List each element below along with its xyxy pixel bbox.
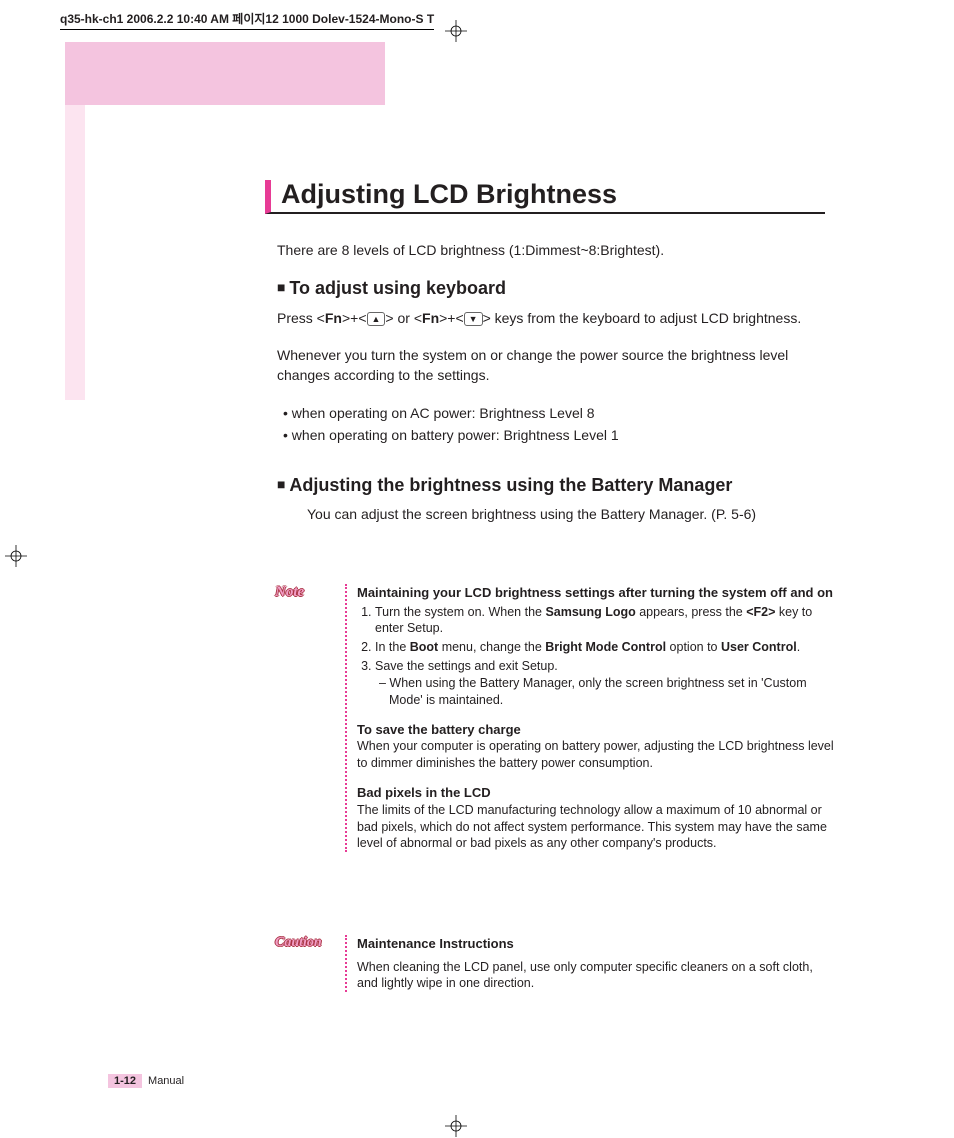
text: >+<	[439, 310, 464, 326]
note-block2-text: When your computer is operating on batte…	[357, 738, 835, 772]
text: > or <	[385, 310, 422, 326]
note-step2: In the Boot menu, change the Bright Mode…	[375, 639, 835, 656]
section1-heading: To adjust using keyboard	[277, 278, 825, 299]
up-key-icon: ▲	[367, 312, 386, 326]
intro-text: There are 8 levels of LCD brightness (1:…	[277, 242, 825, 258]
fn-key: Fn	[325, 310, 342, 326]
text: Press <	[277, 310, 325, 326]
registration-mark-top	[445, 20, 467, 42]
print-header: q35-hk-ch1 2006.2.2 10:40 AM 페이지12 1000 …	[60, 10, 434, 30]
note-block1-title: Maintaining your LCD brightness settings…	[357, 584, 835, 602]
note-label: Note	[275, 584, 335, 601]
footer-label: Manual	[148, 1075, 184, 1087]
down-key-icon: ▼	[464, 312, 483, 326]
section2-heading: Adjusting the brightness using the Batte…	[277, 475, 825, 496]
section2-para: You can adjust the screen brightness usi…	[307, 506, 825, 522]
note-step3: Save the settings and exit Setup. – When…	[375, 658, 835, 709]
section1-bullets: when operating on AC power: Brightness L…	[283, 403, 825, 446]
note-block3-title: Bad pixels in the LCD	[357, 784, 835, 802]
section1-para1: Press <Fn>+<▲> or <Fn>+<▼> keys from the…	[277, 309, 825, 329]
note-step1: Turn the system on. When the Samsung Log…	[375, 604, 835, 638]
caution-text: When cleaning the LCD panel, use only co…	[357, 959, 835, 993]
registration-mark-bottom	[445, 1115, 467, 1137]
note-step3-sub: – When using the Battery Manager, only t…	[389, 675, 835, 709]
text: > keys from the keyboard to adjust LCD b…	[483, 310, 802, 326]
caution-title: Maintenance Instructions	[357, 935, 835, 953]
section1-para2: Whenever you turn the system on or chang…	[277, 346, 825, 385]
note-body: Maintaining your LCD brightness settings…	[345, 584, 835, 852]
bullet-item: when operating on AC power: Brightness L…	[283, 403, 825, 425]
decorative-pink-block	[65, 42, 385, 105]
caution-body: Maintenance Instructions When cleaning t…	[345, 935, 835, 992]
bullet-item: when operating on battery power: Brightn…	[283, 425, 825, 447]
decorative-pink-strip	[65, 105, 85, 400]
text: >+<	[342, 310, 367, 326]
page-number: 1-12	[108, 1074, 142, 1088]
page-footer: 1-12 Manual	[108, 1075, 184, 1087]
note-block3-text: The limits of the LCD manufacturing tech…	[357, 802, 835, 853]
page-title: Adjusting LCD Brightness	[265, 180, 825, 214]
fn-key: Fn	[422, 310, 439, 326]
note-block2-title: To save the battery charge	[357, 721, 835, 739]
registration-mark-left	[5, 545, 27, 567]
caution-label: Caution	[275, 935, 335, 951]
